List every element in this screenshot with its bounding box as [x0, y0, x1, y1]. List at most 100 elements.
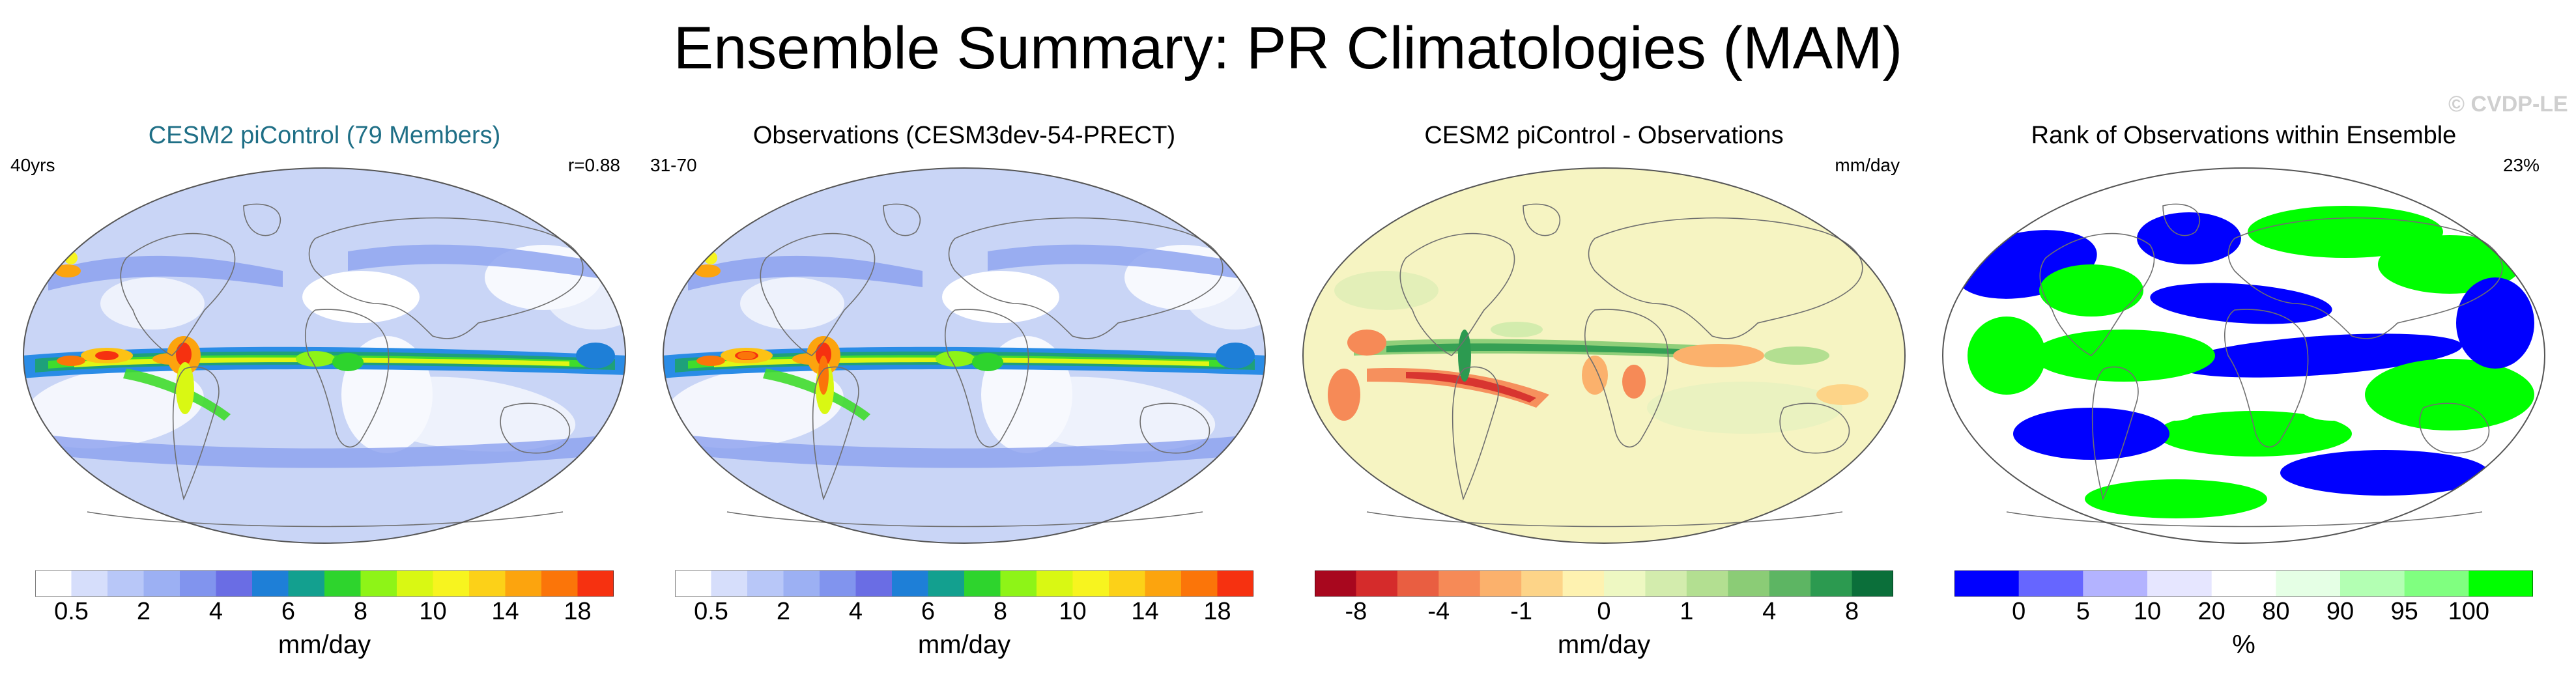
colorbar-tick-label: 90: [2326, 598, 2354, 625]
colorbar-swatch: [1145, 570, 1182, 597]
colorbar-swatch: [1397, 570, 1439, 597]
colorbar-swatch: [1521, 570, 1564, 597]
colorbar-swatch: [252, 570, 289, 597]
colorbar-swatch: [747, 570, 784, 597]
map-ensemble-mean: [23, 167, 626, 544]
colorbar-tick-label: 80: [2262, 598, 2290, 625]
colorbar-unit: mm/day: [1557, 630, 1651, 659]
panel-left-label: 40yrs: [10, 155, 55, 175]
coastlines: [1366, 203, 1863, 528]
colorbar-tick-label: 0: [2012, 598, 2026, 625]
map-outline: [1302, 167, 1906, 544]
colorbar-swatch: [1315, 570, 1356, 597]
colorbar-swatch: [2404, 570, 2469, 597]
map-fill: [23, 168, 625, 543]
colorbar-unit: mm/day: [917, 630, 1011, 659]
map-outline: [1942, 167, 2545, 544]
panel-right-label: r=0.88: [567, 155, 620, 175]
colorbar-unit: mm/day: [278, 630, 371, 659]
colorbar-unit: %: [2232, 630, 2255, 659]
colorbar-tick-label: 1: [1680, 598, 1694, 625]
panel-ensemble-mean: CESM2 piControl (79 Members) 40yrs r=0.8…: [9, 115, 640, 668]
colorbar-tick-label: 8: [1844, 598, 1859, 625]
colorbar-swatch: [820, 570, 856, 597]
colorbar-swatch: [892, 570, 928, 597]
colorbar-swatch: [2211, 570, 2276, 597]
colorbar-swatch: [1072, 570, 1109, 597]
colorbar-swatch: [1037, 570, 1073, 597]
map-outline: [23, 167, 626, 544]
colorbar-tick-label: 0.5: [54, 598, 89, 625]
colorbar-swatch: [469, 570, 506, 597]
colorbar-swatch: [1604, 570, 1646, 597]
panel-right-label: 23%: [2502, 155, 2540, 175]
colorbar-swatch: [1000, 570, 1037, 597]
map-outline: [663, 167, 1266, 544]
colorbar-swatch: [1645, 570, 1687, 597]
coastlines: [2006, 203, 2503, 528]
panel-difference: CESM2 piControl - Observations mm/day -8…: [1289, 115, 1919, 668]
colorbar-swatch: [964, 570, 1001, 597]
colorbar-swatch: [1562, 570, 1605, 597]
colorbar-swatch: [1438, 570, 1481, 597]
colorbar: [1954, 570, 2533, 597]
watermark-text: © CVDP-LE: [2448, 92, 2568, 117]
colorbar: [1315, 570, 1893, 597]
colorbar-tick-label: 6: [281, 598, 296, 625]
colorbar-tick-label: 18: [1203, 598, 1231, 625]
colorbar-swatch: [324, 570, 361, 597]
colorbar-tick-label: 6: [921, 598, 936, 625]
colorbar-swatch: [35, 570, 72, 597]
colorbar-tick-label: 20: [2197, 598, 2225, 625]
colorbar-tick-label: 0.5: [694, 598, 728, 625]
colorbar-swatch: [180, 570, 216, 597]
colorbar-swatch: [1852, 570, 1893, 597]
panel-rank: Rank of Observations within Ensemble 23%…: [1928, 115, 2559, 668]
colorbar-tick-label: 4: [208, 598, 223, 625]
colorbar-swatch: [1728, 570, 1770, 597]
colorbar-swatch: [1356, 570, 1398, 597]
colorbar-swatch: [2083, 570, 2148, 597]
colorbar-swatch: [2018, 570, 2083, 597]
map-rank: [1942, 167, 2545, 544]
colorbar-tick-label: 8: [993, 598, 1008, 625]
colorbar-tick-label: 4: [1762, 598, 1777, 625]
panel-left-label: 31-70: [650, 155, 697, 175]
colorbar-swatch: [288, 570, 325, 597]
map-observations: [663, 167, 1266, 544]
colorbar-swatch: [360, 570, 397, 597]
colorbar-tick-label: 5: [2076, 598, 2090, 625]
colorbar-tick-label: 0: [1597, 598, 1611, 625]
colorbar: [35, 570, 614, 597]
colorbar-tick-label: 18: [564, 598, 592, 625]
panel-title: CESM2 piControl - Observations: [1424, 122, 1784, 149]
colorbar-tick-label: -8: [1345, 598, 1367, 625]
colorbar-swatch: [107, 570, 144, 597]
map-difference: [1302, 167, 1906, 544]
colorbar-tick-label: 2: [136, 598, 151, 625]
colorbar-swatch: [541, 570, 578, 597]
panel-title: Observations (CESM3dev-54-PRECT): [752, 122, 1176, 149]
colorbar-tick-label: 14: [1131, 598, 1159, 625]
colorbar-tick-label: 2: [776, 598, 791, 625]
colorbar-swatch: [1109, 570, 1145, 597]
colorbar-swatch: [855, 570, 893, 597]
colorbar-swatch: [1769, 570, 1811, 597]
map-fill: [1943, 168, 2545, 543]
colorbar-swatch: [2340, 570, 2405, 597]
colorbar-tick-label: 14: [491, 598, 519, 625]
colorbar-swatch: [2469, 570, 2533, 597]
colorbar-swatch: [2276, 570, 2341, 597]
colorbar-swatch: [1217, 570, 1253, 597]
colorbar-swatch: [675, 570, 711, 597]
panel-title: Rank of Observations within Ensemble: [2031, 122, 2457, 149]
colorbar-swatch: [143, 570, 180, 597]
colorbar-swatch: [711, 570, 748, 597]
colorbar-swatch: [1810, 570, 1853, 597]
colorbar-swatch: [928, 570, 965, 597]
colorbar-tick-label: 8: [353, 598, 368, 625]
colorbar-tick-label: 100: [2448, 598, 2490, 625]
colorbar-tick-label: -4: [1427, 598, 1450, 625]
colorbar-swatch: [71, 570, 108, 597]
coastlines: [726, 203, 1224, 528]
